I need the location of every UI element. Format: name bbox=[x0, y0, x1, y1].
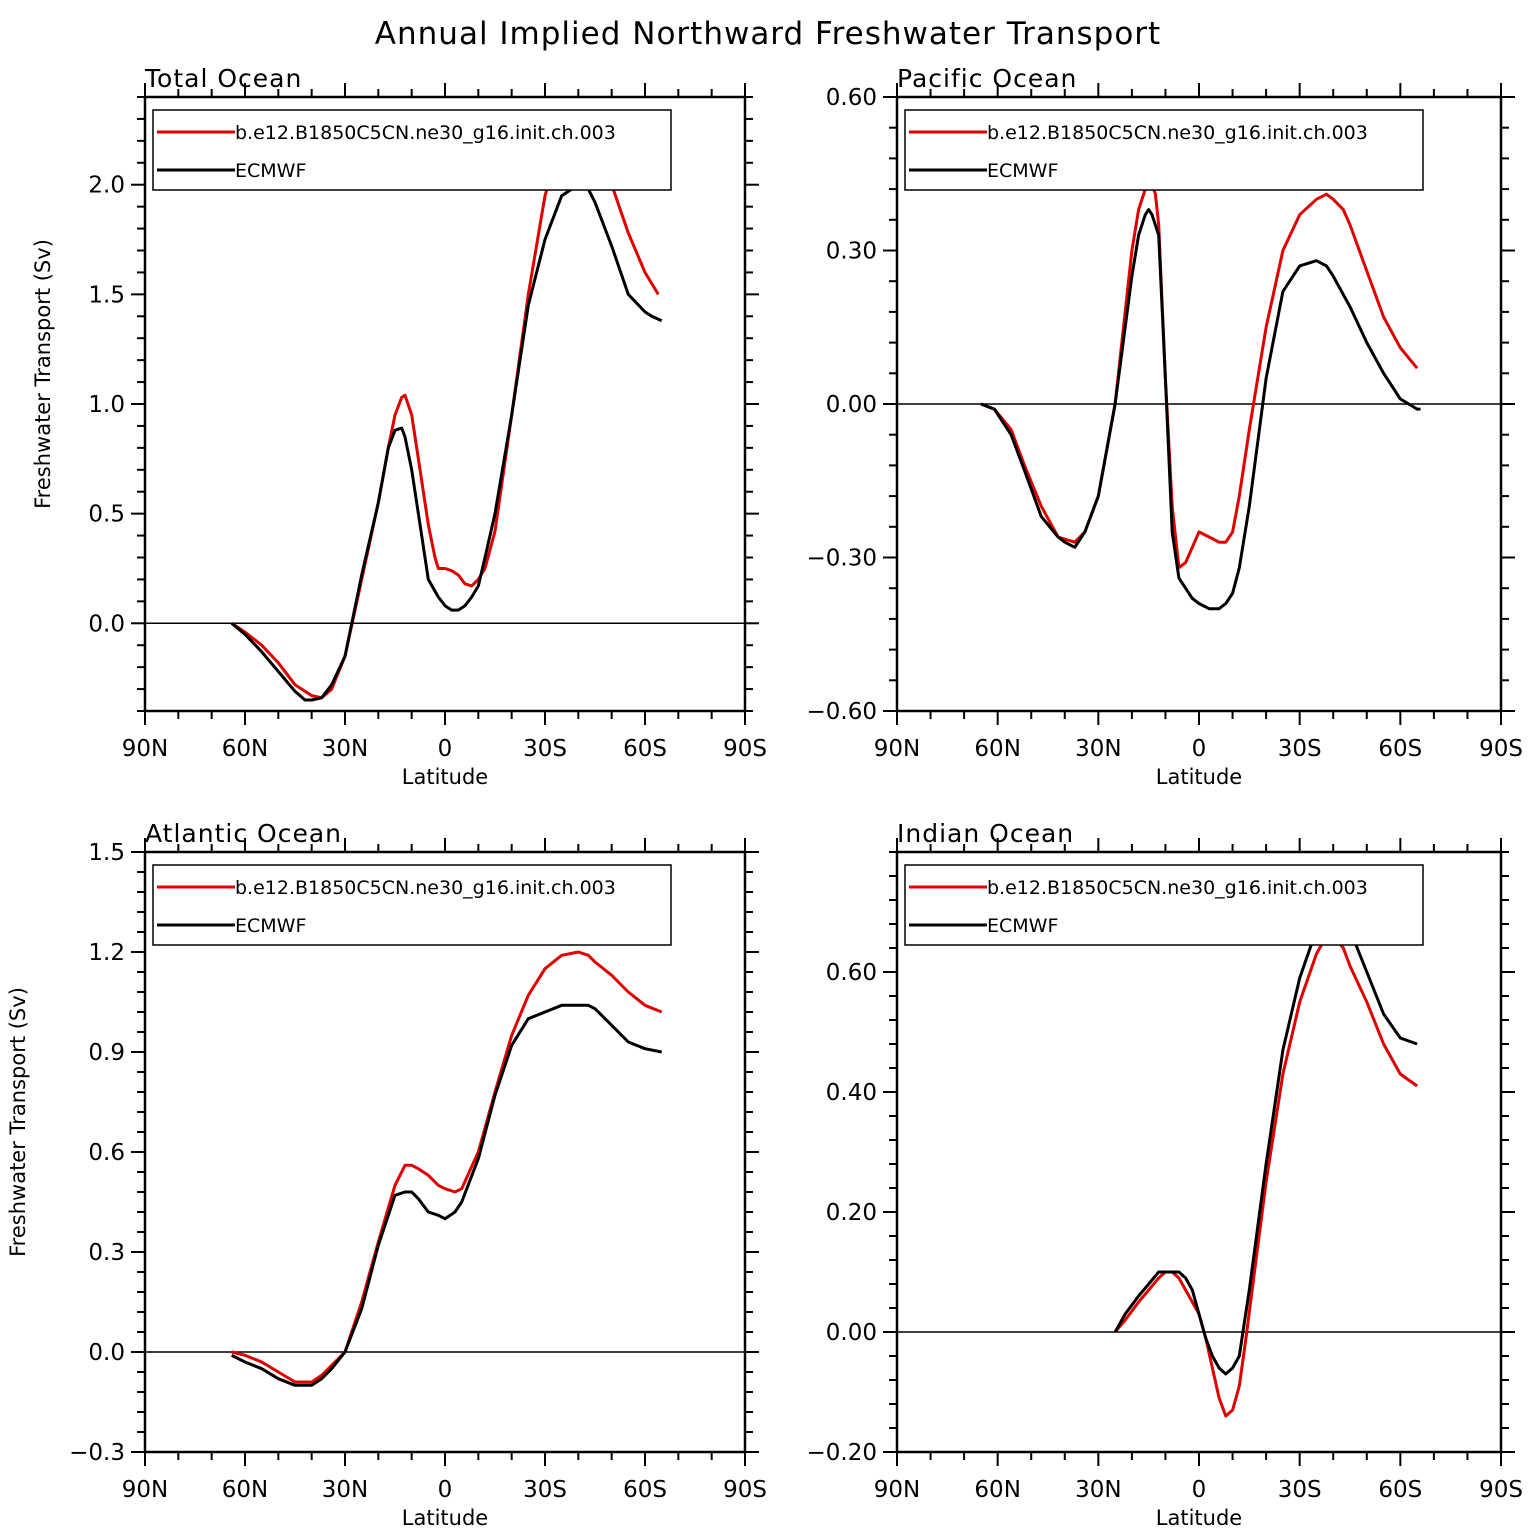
figure-title: Annual Implied Northward Freshwater Tran… bbox=[375, 16, 1161, 52]
y-tick-label: 1.5 bbox=[88, 840, 125, 866]
series-line-model bbox=[980, 182, 1419, 570]
legend: b.e12.B1850C5CN.ne30_g16.init.ch.003 ECMW… bbox=[904, 864, 1424, 946]
x-tick-label: 30S bbox=[523, 1477, 567, 1503]
y-tick-label: 1.0 bbox=[88, 392, 125, 418]
series-line-ecmwf bbox=[980, 208, 1421, 611]
x-tick-label: 30N bbox=[1075, 736, 1121, 762]
y-tick-label: 0.9 bbox=[88, 1040, 125, 1066]
legend-label: b.e12.B1850C5CN.ne30_g16.init.ch.003 bbox=[235, 877, 616, 899]
x-tick-label: 90S bbox=[723, 1477, 767, 1503]
x-tick-label: 90N bbox=[874, 736, 920, 762]
y-tick-label: 1.5 bbox=[88, 282, 125, 308]
x-tick-label: 60N bbox=[222, 736, 268, 762]
y-tick-label: 0.40 bbox=[826, 1080, 877, 1106]
panel-title: Atlantic Ocean bbox=[145, 819, 342, 848]
x-tick-label: 0 bbox=[438, 736, 453, 762]
series-line-model bbox=[1113, 934, 1418, 1418]
panel-pacific: Pacific Ocean 90N 60N 30N 0 30S 60S 90S −0.60 −0.… bbox=[807, 64, 1523, 789]
legend-label: ECMWF bbox=[987, 915, 1058, 937]
x-tick-label: 60S bbox=[623, 736, 667, 762]
y-tick-label: 0.0 bbox=[88, 611, 125, 637]
y-tick-label: 0.60 bbox=[826, 85, 877, 111]
y-tick-label: 0.20 bbox=[826, 1200, 877, 1226]
y-tick-label: −0.60 bbox=[807, 699, 877, 725]
y-tick-label: −0.20 bbox=[807, 1440, 877, 1466]
y-tick-label: 2.0 bbox=[88, 173, 125, 199]
x-tick-label: 30S bbox=[1278, 1477, 1322, 1503]
y-tick-label: 0.00 bbox=[826, 1320, 877, 1346]
legend-label: b.e12.B1850C5CN.ne30_g16.init.ch.003 bbox=[235, 122, 616, 144]
legend-label: ECMWF bbox=[987, 160, 1058, 182]
y-tick-label: 0.0 bbox=[88, 1340, 125, 1366]
x-tick-label: 30N bbox=[1075, 1477, 1121, 1503]
x-tick-label: 90S bbox=[1479, 1477, 1523, 1503]
x-tick-label: 90S bbox=[723, 736, 767, 762]
y-tick-label: −0.3 bbox=[69, 1440, 125, 1466]
panel-title: Total Ocean bbox=[144, 64, 302, 93]
y-axis-label: Freshwater Transport (Sv) bbox=[6, 987, 30, 1257]
panel-title: Pacific Ocean bbox=[897, 64, 1077, 93]
x-tick-label: 60S bbox=[1378, 736, 1422, 762]
x-tick-label: 60N bbox=[974, 736, 1020, 762]
y-tick-label: −0.30 bbox=[807, 546, 877, 572]
series-line-model bbox=[230, 126, 660, 700]
legend-label: b.e12.B1850C5CN.ne30_g16.init.ch.003 bbox=[987, 122, 1368, 144]
series-line-ecmwf bbox=[1113, 910, 1418, 1376]
x-tick-label: 0 bbox=[1192, 736, 1207, 762]
y-tick-label: 0.6 bbox=[88, 1140, 125, 1166]
panel-total: Total Ocean 90N 60N 30N 0 30S 60S 90S 0.0 0.5 1.0 1… bbox=[31, 64, 767, 789]
y-axis-label: Freshwater Transport (Sv) bbox=[31, 239, 55, 509]
x-tick-label: 30N bbox=[322, 1477, 368, 1503]
x-tick-label: 90N bbox=[122, 1477, 168, 1503]
x-tick-label: 60S bbox=[1378, 1477, 1422, 1503]
legend: b.e12.B1850C5CN.ne30_g16.init.ch.003 ECMW… bbox=[904, 109, 1424, 191]
y-tick-label: 0.30 bbox=[826, 239, 877, 265]
legend-label: ECMWF bbox=[235, 160, 306, 182]
x-tick-label: 60N bbox=[222, 1477, 268, 1503]
legend: b.e12.B1850C5CN.ne30_g16.init.ch.003 ECMW… bbox=[152, 109, 672, 191]
legend-box bbox=[904, 109, 1424, 191]
x-tick-label: 90S bbox=[1479, 736, 1523, 762]
x-tick-label: 30S bbox=[1278, 736, 1322, 762]
x-tick-label: 0 bbox=[1192, 1477, 1207, 1503]
legend-box bbox=[152, 864, 672, 946]
legend-label: ECMWF bbox=[235, 915, 306, 937]
x-tick-label: 0 bbox=[438, 1477, 453, 1503]
x-tick-label: 60S bbox=[623, 1477, 667, 1503]
x-axis-label: Latitude bbox=[402, 765, 488, 789]
y-tick-label: 1.2 bbox=[88, 940, 125, 966]
y-tick-label: 0.5 bbox=[88, 502, 125, 528]
series-line-model bbox=[231, 950, 663, 1384]
x-tick-label: 30N bbox=[322, 736, 368, 762]
x-tick-label: 30S bbox=[523, 736, 567, 762]
x-axis-label: Latitude bbox=[1156, 765, 1242, 789]
legend-label: b.e12.B1850C5CN.ne30_g16.init.ch.003 bbox=[987, 877, 1368, 899]
y-tick-label: 0.3 bbox=[88, 1240, 125, 1266]
y-tick-label: 0.00 bbox=[826, 392, 877, 418]
series-line-ecmwf bbox=[231, 1003, 662, 1387]
y-tick-label: 0.60 bbox=[826, 960, 877, 986]
x-tick-label: 60N bbox=[974, 1477, 1020, 1503]
panel-atlantic: Atlantic Ocean 90N 60N 30N 0 30S 60S 90S −0.3 0.0… bbox=[6, 819, 767, 1530]
panel-title: Indian Ocean bbox=[897, 819, 1074, 848]
legend-box bbox=[152, 109, 672, 191]
legend-box bbox=[904, 864, 1424, 946]
x-tick-label: 90N bbox=[122, 736, 168, 762]
x-axis-label: Latitude bbox=[402, 1506, 488, 1530]
x-tick-label: 90N bbox=[874, 1477, 920, 1503]
x-axis-label: Latitude bbox=[1156, 1506, 1242, 1530]
legend: b.e12.B1850C5CN.ne30_g16.init.ch.003 ECMW… bbox=[152, 864, 672, 946]
panel-indian: Indian Ocean 90N 60N 30N 0 30S 60S 90S −0.20 0.00… bbox=[807, 819, 1523, 1530]
